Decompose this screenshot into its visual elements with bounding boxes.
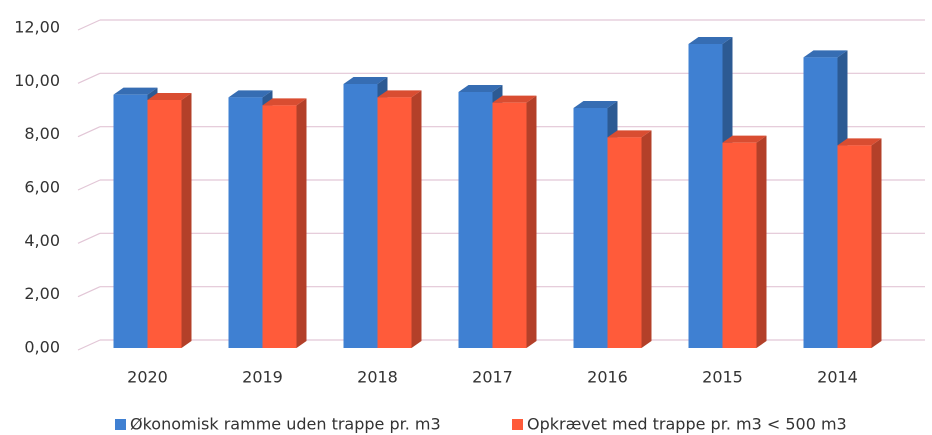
x-tick-label: 2020 [127,368,168,387]
y-tick-label: 10,00 [14,71,60,90]
bar-side [296,98,307,348]
legend-swatch [115,419,126,430]
x-tick-label: 2014 [817,368,858,387]
bar-top [722,135,767,143]
bar-side [181,93,192,348]
y-tick-label: 12,00 [14,18,60,37]
bar-top [803,50,848,58]
bar-top [573,101,618,108]
bar-top [343,77,388,84]
grid-slant [77,126,101,138]
bar [837,145,872,348]
bar [722,142,757,348]
x-tick-label: 2016 [587,368,628,387]
bar-top [688,37,733,44]
x-tick-label: 2018 [357,368,398,387]
bar-top [147,93,192,100]
bar [343,84,378,348]
bar [228,97,263,348]
bar-top [607,130,652,138]
bar [492,102,527,349]
bar [113,94,148,349]
legend-label: Økonomisk ramme uden trappe pr. m3 [130,415,441,434]
grid-slant [77,19,101,31]
y-tick-label: 2,00 [24,284,60,303]
bar-top [492,95,537,103]
legend-swatch [512,419,523,430]
bar-top [458,85,503,92]
bar [458,92,493,348]
x-tick-label: 2019 [242,368,283,387]
grid-slant [77,339,101,351]
y-tick-label: 4,00 [24,231,60,250]
grid-slant [77,232,101,244]
bar-side [411,90,422,348]
bar [688,44,723,348]
bar-top [113,87,158,95]
bar [803,57,838,348]
grid-slant [77,179,101,191]
y-tick-label: 6,00 [24,178,60,197]
bar-side [871,138,882,348]
x-tick-label: 2015 [702,368,743,387]
bar [147,100,182,348]
bar-side [526,95,537,349]
bar-top [377,90,422,98]
x-tick-label: 2017 [472,368,513,387]
bar-side [756,135,767,348]
bar-top [228,90,273,98]
y-tick-label: 0,00 [24,338,60,357]
bar-top [262,98,307,106]
bar-side [641,130,652,348]
bar [573,108,608,348]
grid-slant [77,286,101,298]
bar [377,97,412,348]
bar-top [837,138,882,146]
bar [262,105,297,348]
bar [607,137,642,348]
y-tick-label: 8,00 [24,124,60,143]
grid-slant [77,72,101,84]
legend-label: Opkrævet med trappe pr. m3 < 500 m3 [527,415,847,434]
